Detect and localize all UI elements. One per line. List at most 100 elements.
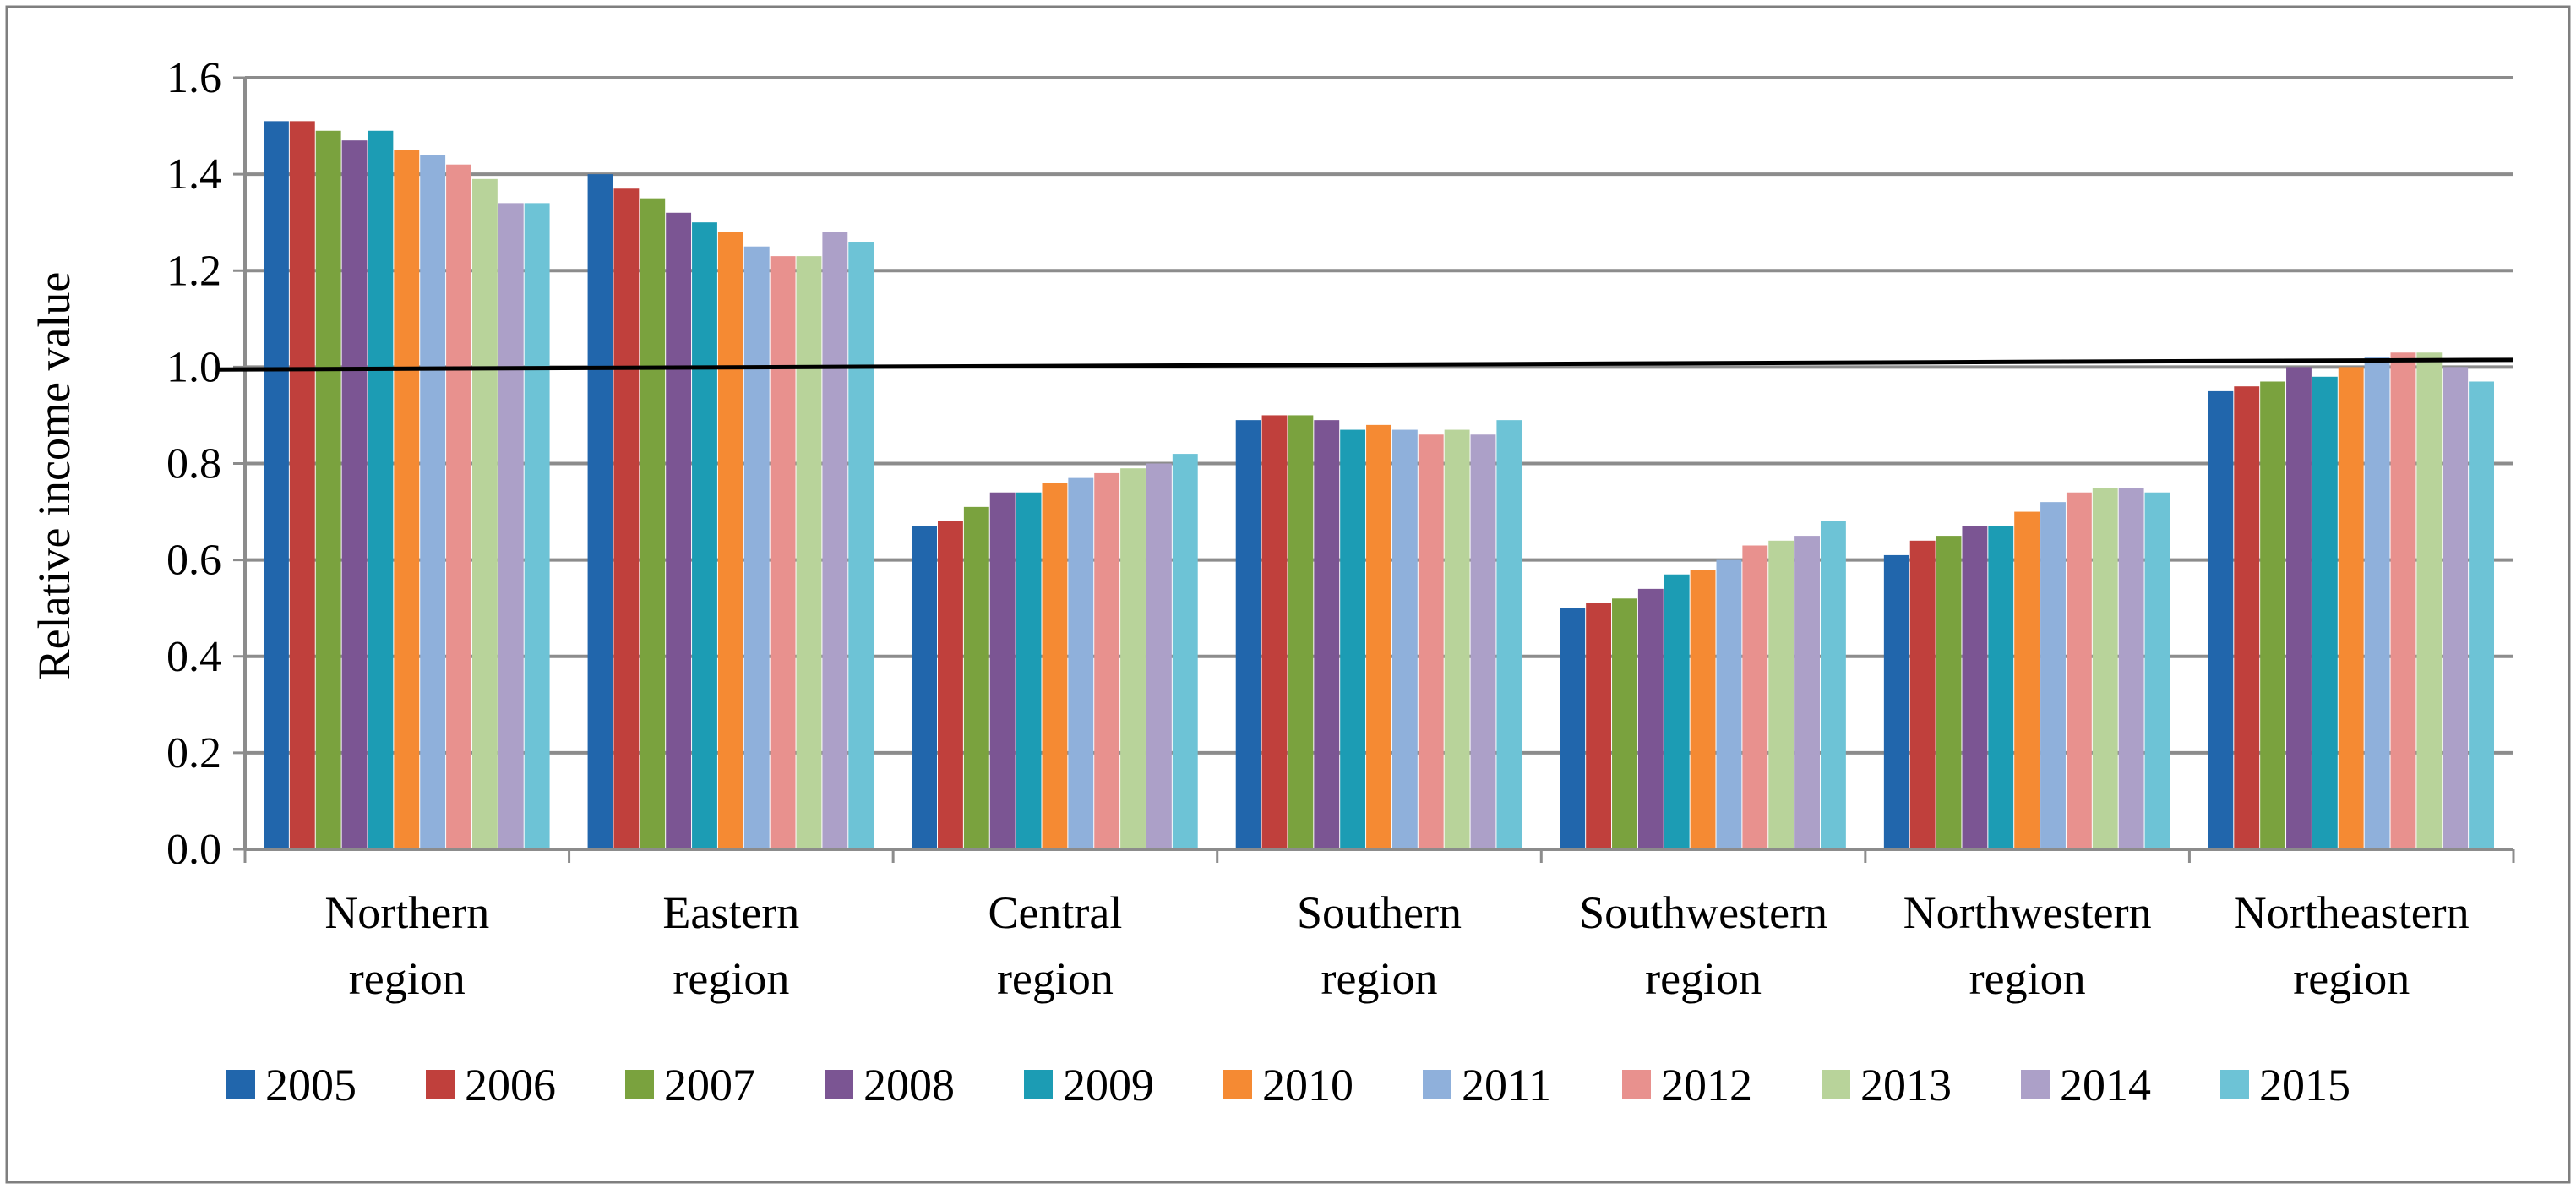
legend-item-2006: 2006 [426, 1060, 556, 1110]
legend: 2005 2006 2007 2008 2009 2010 2011 2012 2013 2014… [226, 1060, 2350, 1110]
bar-2011-northern-region [420, 155, 446, 850]
bar-2011-central-region [1068, 477, 1094, 849]
legend-item-2014: 2014 [2021, 1060, 2151, 1110]
y-tick-label: 1.4 [166, 150, 221, 199]
bar-2014-southwestern-region [1794, 536, 1820, 849]
x-tick-label: region [2293, 953, 2410, 1004]
legend-label: 2015 [2259, 1060, 2350, 1110]
bar-2006-southwestern-region [1586, 603, 1612, 849]
bar-2010-southwestern-region [1690, 570, 1716, 849]
bar-2005-northeastern-region [2208, 390, 2234, 849]
bar-2013-northeastern-region [2416, 352, 2443, 850]
bar-2005-northern-region [264, 121, 289, 849]
legend-item-2013: 2013 [1822, 1060, 1952, 1110]
bar-2013-southwestern-region [1768, 540, 1794, 849]
legend-label: 2005 [265, 1060, 357, 1110]
legend-item-2011: 2011 [1423, 1060, 1551, 1110]
bar-2005-eastern-region [587, 174, 613, 849]
bar-2006-northeastern-region [2234, 386, 2260, 849]
bar-2006-southern-region [1261, 415, 1288, 849]
axes [233, 76, 2515, 863]
legend-label: 2012 [1661, 1060, 1752, 1110]
bar-2014-northwestern-region [2118, 488, 2144, 849]
y-tick-label: 0.0 [166, 826, 221, 874]
bar-2008-northern-region [341, 140, 368, 849]
legend-item-2012: 2012 [1622, 1060, 1752, 1110]
legend-swatch [625, 1070, 654, 1099]
legend-item-2010: 2010 [1223, 1060, 1353, 1110]
x-tick-label: region [1321, 953, 1438, 1004]
bar-2015-southwestern-region [1820, 521, 1846, 849]
bar-2015-northern-region [524, 203, 550, 850]
y-tick-label: 0.4 [166, 633, 221, 681]
reference-line [217, 357, 2514, 372]
bar-2009-central-region [1016, 492, 1042, 849]
bar-2007-northeastern-region [2260, 381, 2286, 849]
bar-2009-northwestern-region [1988, 526, 2014, 849]
legend-swatch [1822, 1070, 1850, 1099]
x-tick-label: region [1645, 953, 1762, 1004]
bar-2012-northeastern-region [2390, 352, 2416, 850]
x-tick-label: Eastern [662, 887, 799, 938]
bar-2008-southwestern-region [1637, 588, 1664, 849]
bar-2008-eastern-region [666, 212, 692, 849]
bar-2005-southwestern-region [1560, 608, 1586, 849]
bar-2006-central-region [938, 521, 963, 849]
bars [264, 121, 2494, 850]
legend-swatch [1223, 1070, 1252, 1099]
legend-item-2009: 2009 [1024, 1060, 1154, 1110]
bar-2007-central-region [963, 506, 989, 849]
bar-2006-northern-region [289, 121, 315, 849]
legend-label: 2010 [1262, 1060, 1353, 1110]
legend-label: 2011 [1462, 1060, 1551, 1110]
x-tick-label: region [1969, 953, 2086, 1004]
y-axis-title: Relative income value [29, 272, 79, 680]
bar-2015-central-region [1172, 454, 1198, 849]
bar-2012-eastern-region [770, 256, 796, 850]
bar-2008-central-region [989, 492, 1016, 849]
legend-label: 2014 [2060, 1060, 2151, 1110]
legend-swatch [2220, 1070, 2249, 1099]
legend-swatch [2021, 1070, 2050, 1099]
bar-2011-southern-region [1391, 429, 1418, 849]
legend-item-2007: 2007 [625, 1060, 755, 1110]
bar-2013-northern-region [471, 178, 498, 850]
legend-swatch [226, 1070, 255, 1099]
y-tick-label: 0.8 [166, 440, 221, 488]
legend-swatch [1024, 1070, 1053, 1099]
bar-2010-eastern-region [717, 232, 743, 850]
bar-2008-northeastern-region [2286, 367, 2312, 849]
y-tick-label: 1.6 [166, 54, 221, 102]
x-tick-label: region [997, 953, 1114, 1004]
bar-2010-southern-region [1366, 424, 1391, 849]
x-tick-label: Northern [324, 887, 489, 938]
legend-swatch [426, 1070, 455, 1099]
bar-2009-northern-region [368, 130, 394, 850]
x-tick-label: region [673, 953, 789, 1004]
bar-2013-northwestern-region [2092, 488, 2118, 849]
bar-2013-southern-region [1444, 429, 1470, 849]
x-tick-label: Southern [1297, 887, 1462, 938]
bar-2013-central-region [1120, 468, 1146, 849]
bar-2007-northern-region [315, 130, 341, 850]
bar-2007-southern-region [1288, 415, 1314, 849]
bar-2015-northeastern-region [2469, 381, 2494, 849]
bar-2007-northwestern-region [1936, 536, 1962, 849]
legend-label: 2008 [863, 1060, 955, 1110]
bar-2010-northern-region [394, 150, 420, 849]
bar-2010-northeastern-region [2338, 367, 2364, 849]
y-tick-label: 0.2 [166, 729, 221, 777]
bar-2007-eastern-region [640, 198, 666, 849]
bar-2013-eastern-region [796, 256, 822, 850]
bar-2012-central-region [1094, 472, 1120, 849]
x-tick-label: Northwestern [1903, 887, 2152, 938]
bar-2015-northwestern-region [2144, 492, 2170, 849]
bar-2006-northwestern-region [1909, 540, 1936, 849]
bar-2010-northwestern-region [2014, 511, 2040, 849]
bar-2012-northern-region [446, 164, 471, 849]
bar-2005-northwestern-region [1883, 554, 1909, 849]
legend-label: 2007 [664, 1060, 755, 1110]
bar-2011-northeastern-region [2364, 357, 2390, 849]
